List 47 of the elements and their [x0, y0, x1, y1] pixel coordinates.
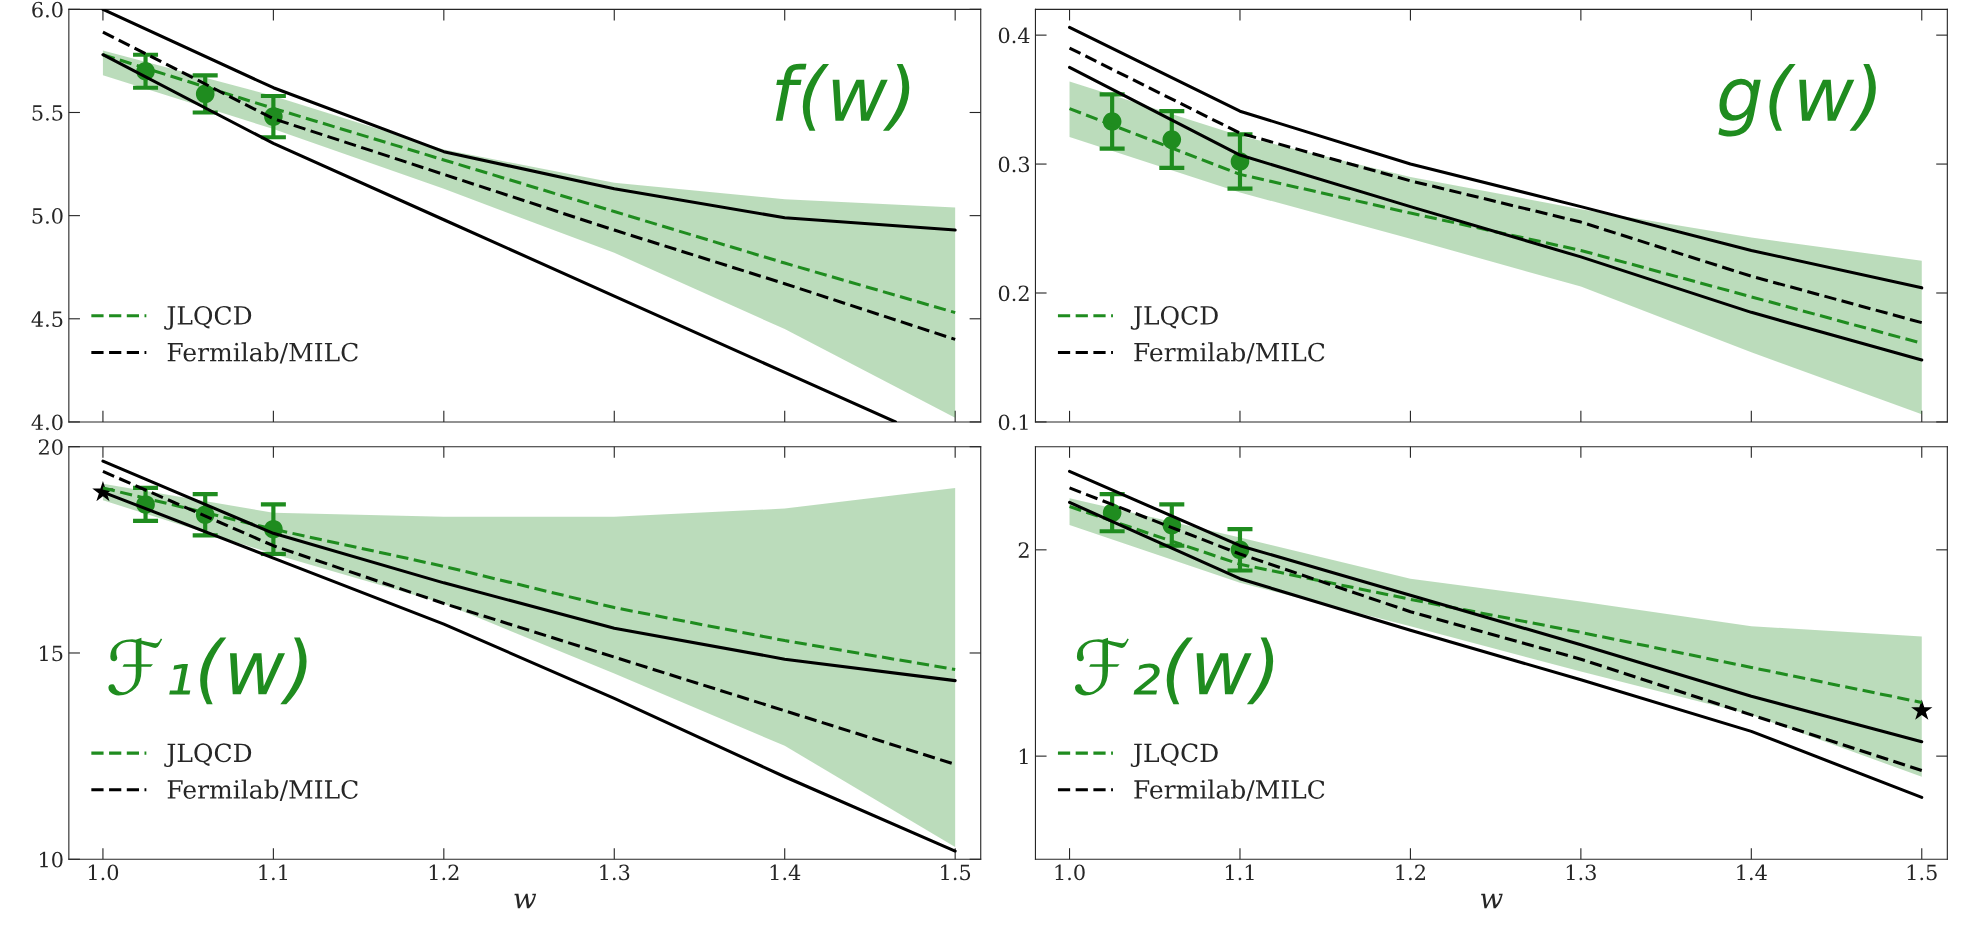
- line-series: [1068, 65, 1924, 362]
- annotation: ℱ₂(w): [1075, 637, 1274, 705]
- point: [1162, 130, 1182, 149]
- x-tick-label: 1.2: [429, 864, 459, 881]
- x-tick-label: 1.0: [1055, 864, 1085, 881]
- point: [1911, 699, 1933, 720]
- x-tick-label: 1.5: [941, 864, 971, 881]
- x-tick-label: 1.4: [1737, 864, 1767, 881]
- y-tick-label: 4.0: [31, 414, 63, 431]
- y-tick-label: 0.4: [998, 27, 1030, 44]
- y-tick-label: 0.2: [998, 285, 1029, 302]
- y-tick-label: 10: [40, 851, 63, 868]
- line-series: [1068, 469, 1924, 744]
- y-tick-label: 0.1: [998, 414, 1028, 431]
- y-tick-label: 6.0: [32, 1, 63, 18]
- legend-label: Fermilab/MILC: [167, 342, 358, 364]
- legend-label: Fermilab/MILC: [1134, 779, 1325, 801]
- legend-label: JLQCD: [164, 743, 252, 768]
- x-tick-label: 1.3: [1566, 864, 1596, 881]
- y-tick-label: 4.5: [31, 311, 63, 327]
- y-tick-label: 15: [40, 645, 63, 662]
- x-axis-title: w: [1481, 893, 1503, 909]
- y-tick-label: 1: [1019, 748, 1028, 765]
- x-tick-label: 1.2: [1396, 864, 1425, 881]
- annotation: f(w): [775, 63, 910, 131]
- y-tick-label: 5.5: [32, 105, 63, 121]
- annotation: g(w): [1718, 63, 1876, 137]
- legend-label: JLQCD: [1130, 743, 1218, 768]
- y-tick-label: 2: [1018, 542, 1029, 558]
- x-tick-label: 1.4: [770, 864, 801, 881]
- x-axis-title: w: [514, 893, 537, 909]
- legend-label: JLQCD: [1130, 305, 1218, 330]
- y-tick-label: 0.3: [998, 156, 1030, 173]
- legend-label: JLQCD: [164, 305, 252, 330]
- annotation: ℱ₁(w): [108, 637, 307, 705]
- line-series: [101, 30, 957, 341]
- x-tick-label: 1.1: [1225, 864, 1254, 881]
- y-tick-label: 5.0: [32, 208, 63, 224]
- legend-label: Fermilab/MILC: [167, 779, 358, 801]
- x-tick-label: 1.0: [88, 864, 119, 881]
- line-series: [101, 9, 957, 232]
- y-tick-label: 20: [38, 439, 63, 455]
- x-tick-label: 1.5: [1907, 864, 1937, 881]
- x-tick-label: 1.3: [600, 864, 630, 881]
- x-tick-label: 1.1: [259, 864, 287, 881]
- legend-label: Fermilab/MILC: [1134, 342, 1325, 364]
- line-series: [1068, 25, 1924, 290]
